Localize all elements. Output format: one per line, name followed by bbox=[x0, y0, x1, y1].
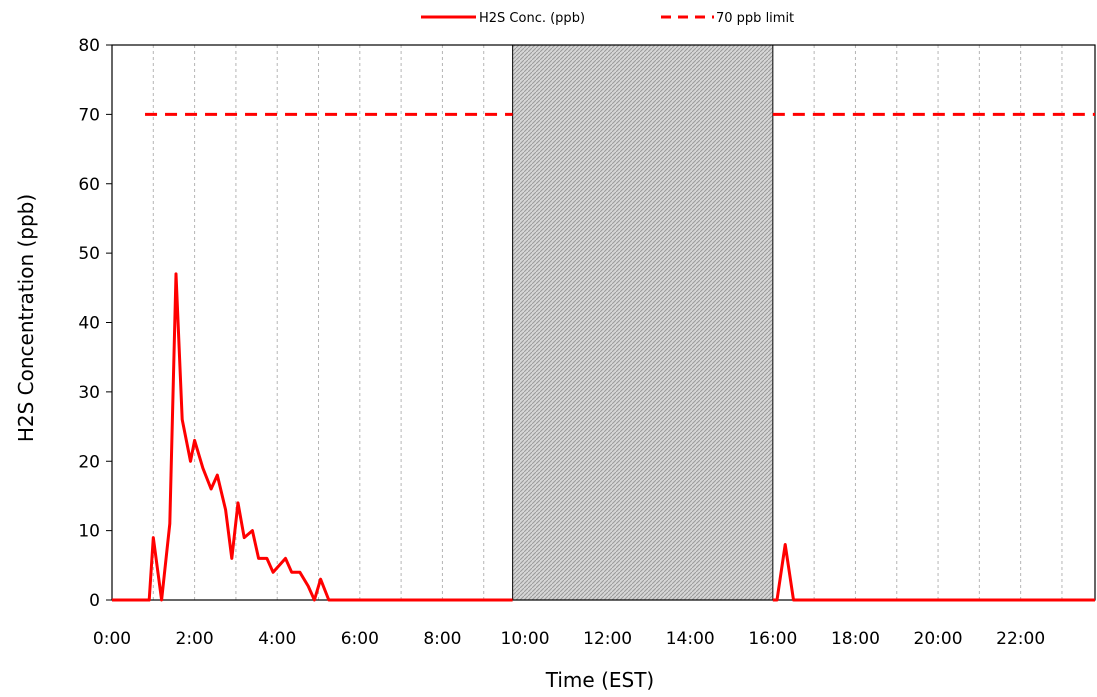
y-tick-label-10: 10 bbox=[78, 522, 100, 542]
x-tick-label-4: 8:00 bbox=[423, 629, 461, 649]
x-axis-title: Time (EST) bbox=[545, 668, 654, 692]
x-tick-label-5: 10:00 bbox=[501, 629, 550, 649]
legend-label-h2s: H2S Conc. (ppb) bbox=[479, 11, 585, 26]
x-tick-label-11: 22:00 bbox=[996, 629, 1045, 649]
h2s-series bbox=[112, 272, 1095, 602]
x-tick-label-1: 2:00 bbox=[176, 629, 214, 649]
y-tick-label-30: 30 bbox=[78, 383, 100, 403]
y-tick-label-20: 20 bbox=[78, 452, 100, 472]
y-tick-label-80: 80 bbox=[78, 36, 100, 56]
y-axis-ticks: 0 10 20 30 40 50 60 70 80 bbox=[78, 36, 112, 611]
x-tick-label-10: 20:00 bbox=[914, 629, 963, 649]
x-tick-label-8: 16:00 bbox=[748, 629, 797, 649]
x-tick-label-0: 0:00 bbox=[93, 629, 131, 649]
y-tick-label-70: 70 bbox=[78, 105, 100, 125]
x-tick-label-3: 6:00 bbox=[341, 629, 379, 649]
vertical-gridlines bbox=[152, 45, 1063, 600]
legend-label-limit: 70 ppb limit bbox=[716, 11, 794, 26]
h2s-line-segment-0 bbox=[112, 272, 513, 602]
y-tick-label-60: 60 bbox=[78, 175, 100, 195]
x-tick-label-2: 4:00 bbox=[258, 629, 296, 649]
y-tick-label-0: 0 bbox=[89, 591, 100, 611]
y-tick-label-40: 40 bbox=[78, 314, 100, 334]
x-tick-label-7: 14:00 bbox=[666, 629, 715, 649]
x-tick-label-6: 12:00 bbox=[583, 629, 632, 649]
x-axis-ticks: 0:00 2:00 4:00 6:00 8:00 10:00 12:00 14:00 16:00… bbox=[93, 629, 1045, 649]
x-tick-label-9: 18:00 bbox=[831, 629, 880, 649]
y-axis-title: H2S Concentration (ppb) bbox=[14, 194, 38, 442]
legend: H2S Conc. (ppb) 70 ppb limit bbox=[421, 11, 794, 26]
shaded-no-data-region bbox=[512, 44, 774, 601]
y-tick-label-50: 50 bbox=[78, 244, 100, 264]
h2s-line-segment-1 bbox=[772, 543, 1095, 602]
